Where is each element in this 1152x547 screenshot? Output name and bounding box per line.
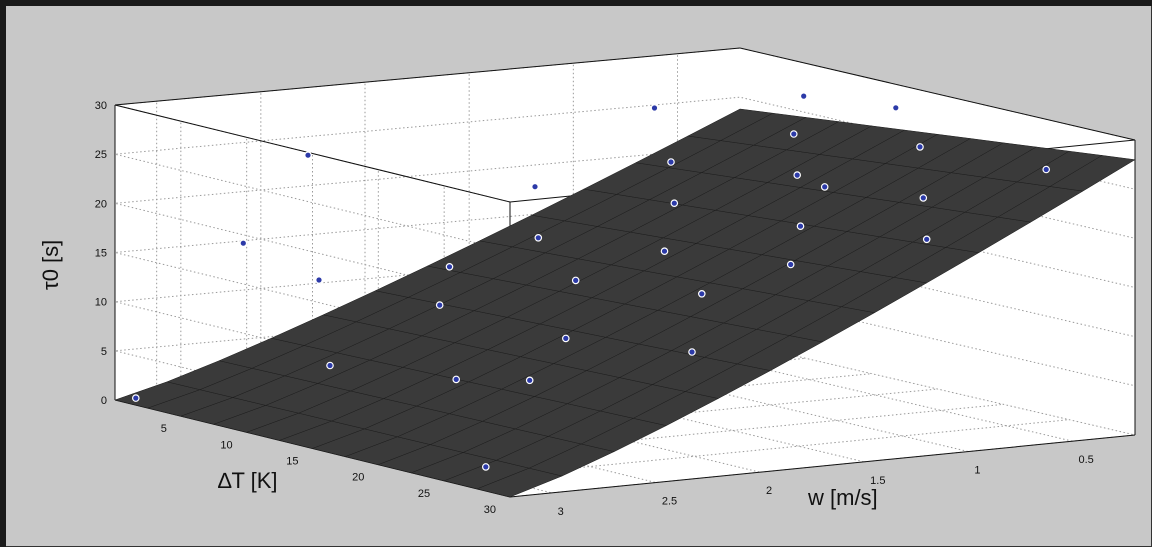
data-point [799,92,808,100]
x-tick-label: 5 [161,423,167,435]
z-tick-label: 30 [95,100,107,112]
x-tick-label: 25 [418,488,430,500]
z-tick-label: 15 [95,248,107,260]
data-point [534,234,543,242]
data-point [660,247,669,256]
x-axis-label: ∆T [K] [218,468,278,493]
y-tick-label: 2 [766,485,772,497]
data-point [922,235,931,244]
data-point [571,276,580,285]
data-point [650,104,659,112]
data-point [820,183,829,191]
y-tick-label: 2.5 [662,496,677,508]
data-point [561,334,570,343]
data-point [916,143,924,151]
data-point [531,182,539,191]
y-tick-label: 0.5 [1079,454,1094,466]
x-tick-label: 10 [220,439,232,451]
data-point [667,158,675,166]
data-point [304,151,312,160]
data-point [789,130,798,138]
surface-patch [1049,155,1136,192]
box-edge [509,434,1136,498]
x-tick-label: 30 [484,504,496,516]
data-point [688,348,696,356]
data-point [891,104,900,112]
data-point [525,376,534,385]
z-tick-label: 20 [95,198,107,210]
data-point [445,262,454,271]
data-point [1042,165,1051,174]
data-point [697,289,706,298]
x-tick-label: 15 [286,456,298,468]
box-edge [739,47,1136,141]
data-point [481,463,490,471]
z-tick-label: 0 [101,395,107,407]
z-tick-label: 5 [101,346,107,358]
data-point [796,222,805,231]
y-tick-label: 1.5 [870,475,885,487]
data-point [239,239,248,248]
data-point [435,301,444,309]
data-points [132,92,1051,471]
x-tick-label: 20 [352,472,364,484]
y-tick-label: 1 [974,465,980,477]
data-point [315,276,323,284]
data-point [786,260,795,269]
data-point [670,199,679,208]
y-tick-label: 3 [558,506,564,518]
y-axis-label: w [m/s] [807,485,878,510]
data-point [326,361,334,370]
z-tick-label: 10 [95,297,107,309]
tick-labels: 0 5 10 15 20 25 30 5 10 15 20 25 30 3 2.5 2 1.5 1 0.5 [95,100,1094,518]
data-point [919,194,928,202]
data-point [793,171,802,179]
surface [114,108,1136,498]
data-point [452,375,461,384]
box-edge [114,47,741,106]
z-axis-label: τ0 [s] [38,240,63,290]
data-point [132,394,140,402]
box-edge [114,104,511,203]
z-tick-label: 25 [95,149,107,161]
